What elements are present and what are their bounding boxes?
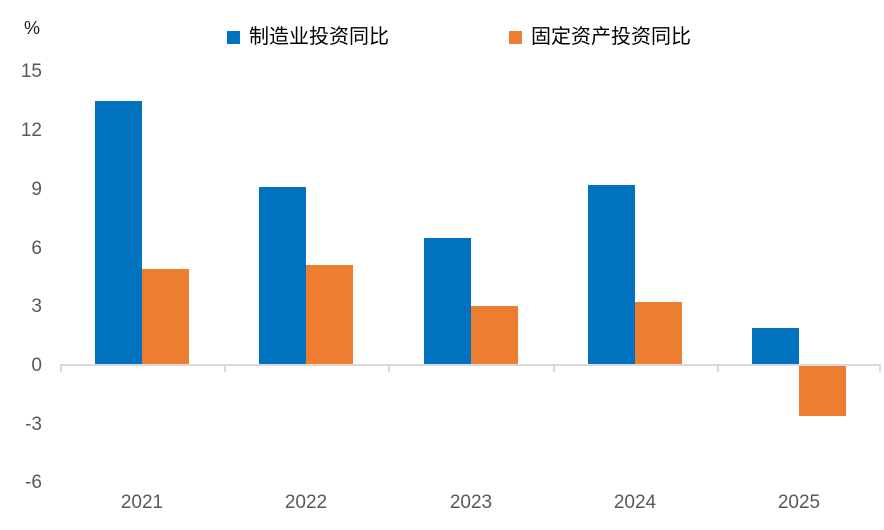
x-axis-tick-mark: [60, 366, 62, 372]
bar-series1-2024: [588, 185, 635, 365]
legend-label-fixed-asset-investment: 固定资产投资同比: [531, 26, 691, 48]
x-axis-line: [60, 364, 881, 366]
bar-series2-2022: [306, 265, 353, 365]
y-tick-label: 0: [31, 355, 42, 376]
bar-series2-2023: [471, 306, 518, 365]
y-tick-label: 6: [31, 238, 42, 259]
legend-label-manufacturing-investment: 制造业投资同比: [249, 26, 389, 48]
legend-item-manufacturing-investment: 制造业投资同比: [227, 27, 389, 47]
legend-swatch-blue: [227, 30, 240, 44]
x-axis-tick-mark: [879, 366, 881, 372]
bar-series2-2025: [799, 365, 846, 416]
y-axis-unit-label: %: [24, 18, 41, 38]
legend-item-fixed-asset-investment: 固定资产投资同比: [509, 27, 691, 47]
x-axis-tick-mark: [224, 366, 226, 372]
x-axis-tick-mark: [553, 366, 555, 372]
y-tick-label: 12: [20, 120, 42, 141]
bar-series2-2021: [142, 269, 189, 365]
bar-series1-2022: [259, 187, 306, 365]
x-tick-label: 2025: [777, 492, 821, 513]
y-tick-label: -6: [25, 472, 42, 493]
x-axis-tick-mark: [717, 366, 719, 372]
x-tick-label: 2022: [284, 492, 328, 513]
bar-series1-2021: [95, 101, 142, 365]
y-tick-label: -3: [25, 414, 42, 435]
y-tick-label: 9: [31, 179, 42, 200]
x-axis-tick-mark: [388, 366, 390, 372]
x-tick-label: 2024: [613, 492, 657, 513]
x-tick-label: 2021: [120, 492, 164, 513]
legend-swatch-orange: [509, 30, 522, 44]
bar-series2-2024: [635, 302, 682, 365]
y-tick-label: 3: [31, 296, 42, 317]
bar-series1-2025: [752, 328, 799, 365]
y-tick-label: 15: [20, 61, 42, 82]
bar-series1-2023: [424, 238, 471, 365]
x-tick-label: 2023: [449, 492, 493, 513]
